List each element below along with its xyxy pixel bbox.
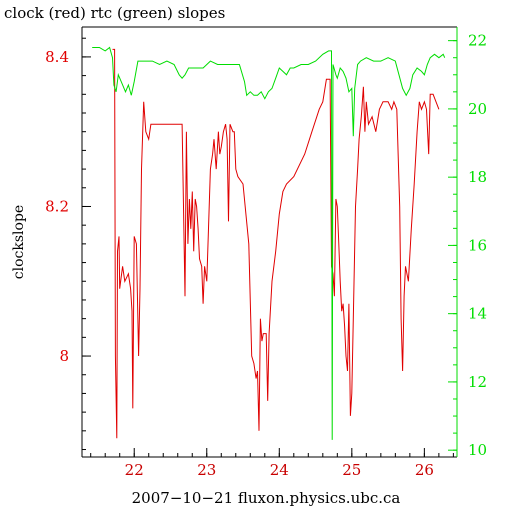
y-right-tick-label: 16 (468, 236, 487, 254)
x-tick-label: 26 (415, 461, 434, 479)
series-line-rtc (92, 46, 446, 440)
x-tick-label: 22 (125, 461, 144, 479)
axes-layer: 22 23 24 25 26 8 8.2 8.4 10 12 14 16 18 20 22 (45, 26, 487, 479)
x-tick-label: 25 (342, 461, 361, 479)
chart-title: clock (red) rtc (green) slopes (4, 4, 225, 22)
y-right-tick-label: 22 (468, 32, 487, 50)
y-axis-label: clockslope (11, 205, 27, 279)
series-line-clock (112, 48, 440, 439)
y-right-tick-label: 12 (468, 373, 487, 391)
x-tick-label: 24 (270, 461, 289, 479)
y-left-tick-label: 8.2 (45, 197, 69, 215)
y-right-tick-label: 20 (468, 100, 487, 118)
x-axis-label: 2007−10−21 fluxon.physics.ubc.ca (132, 489, 401, 507)
y-right-tick-label: 18 (468, 168, 487, 186)
series-layer (92, 46, 446, 440)
x-tick-label: 23 (197, 461, 216, 479)
y-right-tick-label: 14 (468, 305, 487, 323)
y-left-tick-label: 8 (59, 347, 69, 365)
y-right-tick-label: 10 (468, 441, 487, 459)
y-left-tick-label: 8.4 (45, 48, 69, 66)
